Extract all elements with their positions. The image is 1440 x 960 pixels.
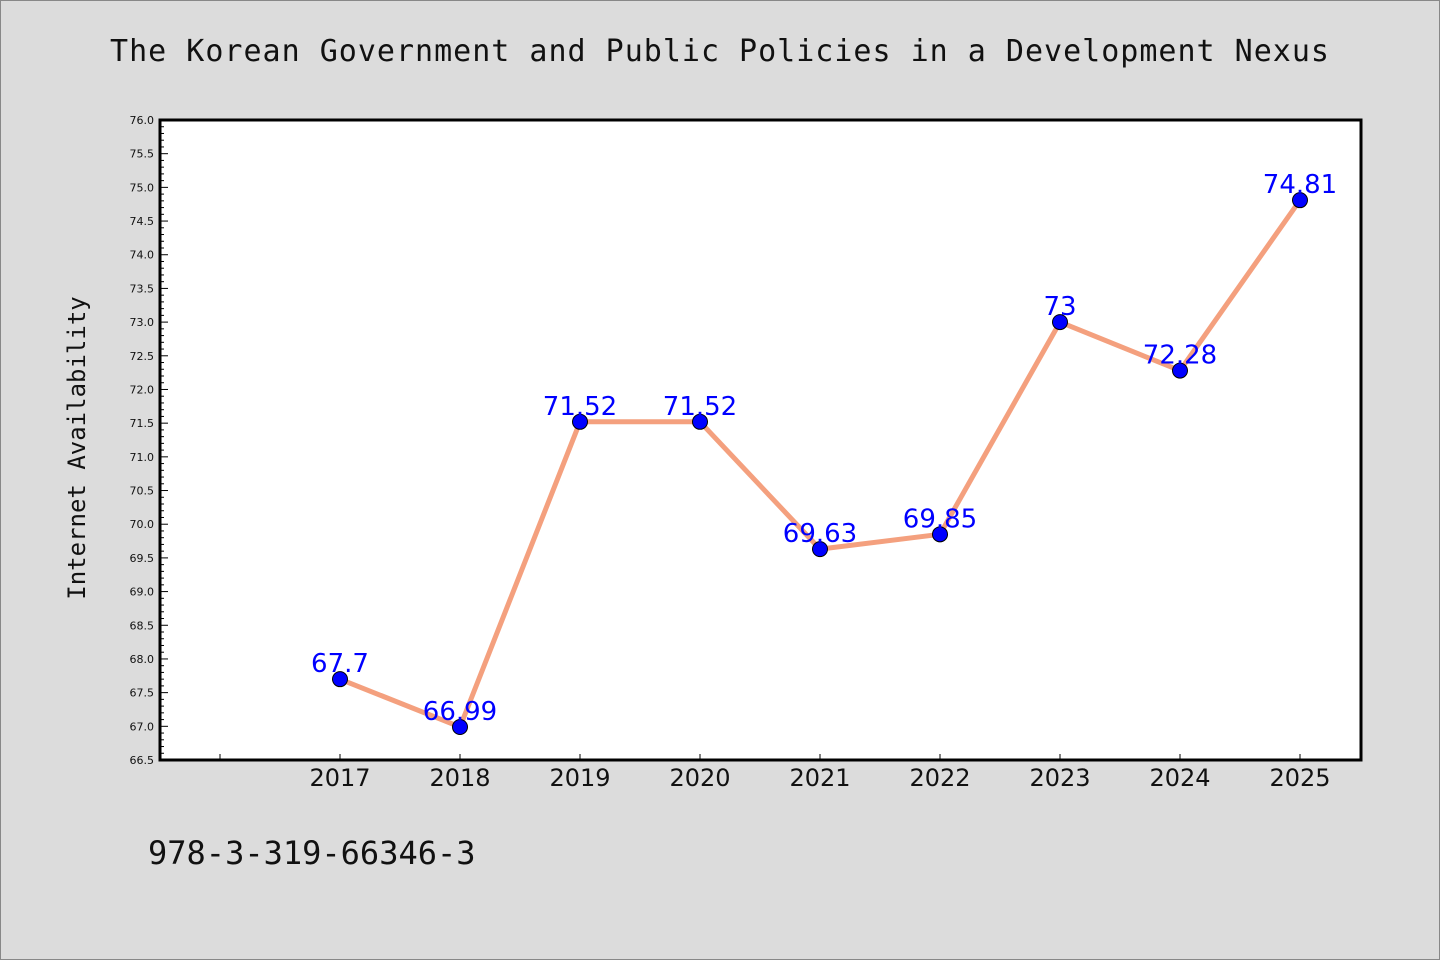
x-tick-label: 2022: [909, 764, 970, 792]
y-tick-label: 68.0: [130, 653, 155, 666]
data-point: [332, 671, 348, 688]
x-axis-ticks: 2017 2018 2019 2020 2021 2022 2023 2024 2025: [219, 754, 1331, 792]
data-label: 74.81: [1263, 170, 1337, 200]
x-tick-label: 2023: [1029, 764, 1090, 792]
y-tick-label: 70.5: [130, 485, 155, 498]
y-tick-label: 71.5: [130, 417, 155, 430]
plot-area: [158, 118, 1363, 762]
x-tick-label: 2019: [549, 764, 610, 792]
chart-title: The Korean Government and Public Policie…: [110, 34, 1330, 69]
data-label: 67.7: [311, 649, 369, 679]
data-label: 71.52: [663, 392, 737, 422]
x-tick-label: 2017: [309, 764, 370, 792]
y-tick-label: 72.5: [130, 350, 155, 363]
data-label: 71.52: [543, 392, 617, 422]
y-tick-label: 74.0: [130, 249, 155, 262]
y-tick-label: 71.0: [130, 451, 155, 464]
y-tick-label: 72.0: [130, 383, 155, 396]
x-tick-label: 2025: [1269, 764, 1330, 792]
y-axis-label: Internet Availability: [63, 296, 91, 599]
y-axis-ticks: 66.5 67.0 67.5 68.0 68.5 69.0 69.5 70.0 70.5 71.0…: [130, 114, 168, 767]
data-point: [572, 413, 588, 430]
y-tick-label: 68.5: [130, 619, 155, 632]
y-tick-label: 73.5: [130, 282, 155, 295]
y-tick-label: 66.5: [130, 754, 155, 767]
series-markers: [332, 192, 1308, 735]
x-tick-label: 2018: [429, 764, 490, 792]
y-tick-label: 67.5: [130, 687, 155, 700]
data-label: 66.99: [423, 697, 497, 727]
y-tick-label: 74.5: [130, 215, 155, 228]
y-tick-label: 76.0: [130, 114, 155, 127]
footer-code: 978-3-319-66346-3: [148, 834, 476, 872]
data-point: [1052, 314, 1068, 331]
y-tick-label: 75.0: [130, 181, 155, 194]
y-tick-label: 75.5: [130, 148, 155, 161]
data-point: [452, 718, 468, 735]
y-tick-label: 69.5: [130, 552, 155, 565]
data-labels: 67.7 66.99 71.52 71.52 69.63 69.85 73 72.28 74.8…: [311, 170, 1337, 727]
x-tick-label: 2021: [789, 764, 850, 792]
data-point: [932, 526, 948, 543]
y-tick-label: 70.0: [130, 518, 155, 531]
data-label: 69.85: [903, 504, 977, 534]
data-point: [1292, 192, 1308, 209]
y-tick-label: 69.0: [130, 586, 155, 599]
data-point: [812, 541, 828, 558]
x-tick-label: 2024: [1149, 764, 1210, 792]
data-point: [692, 413, 708, 430]
data-label: 73: [1043, 292, 1076, 322]
data-point: [1172, 362, 1188, 379]
y-tick-label: 73.0: [130, 316, 155, 329]
data-label: 69.63: [783, 519, 857, 549]
data-label: 72.28: [1143, 341, 1217, 371]
y-tick-label: 67.0: [130, 720, 155, 733]
x-tick-label: 2020: [669, 764, 730, 792]
